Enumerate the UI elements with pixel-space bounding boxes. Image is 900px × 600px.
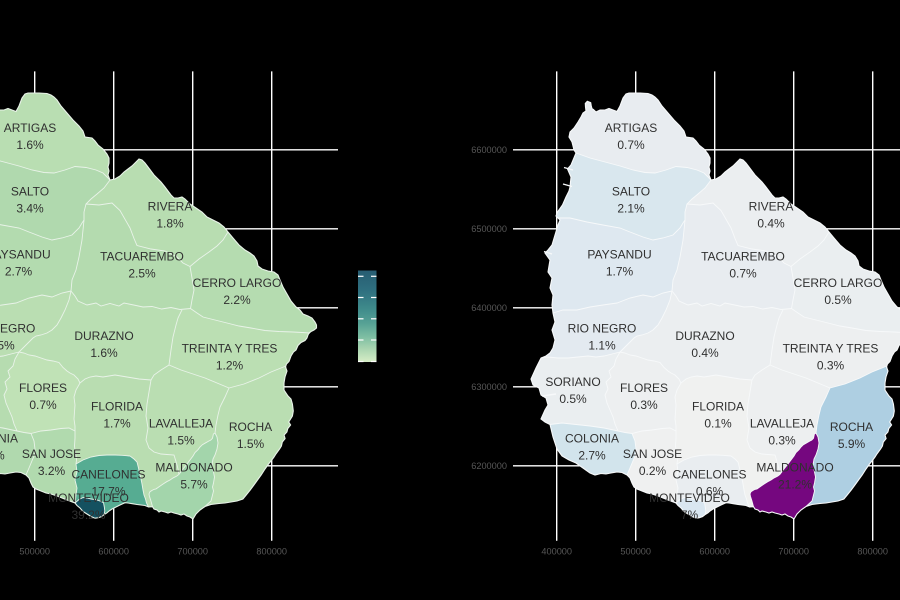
- svg-text:1.5%: 1.5%: [237, 437, 265, 451]
- svg-text:0.4%: 0.4%: [757, 217, 785, 231]
- svg-text:ROCHA: ROCHA: [229, 420, 272, 434]
- svg-text:COLONIA: COLONIA: [0, 432, 18, 446]
- svg-text:SAN JOSE: SAN JOSE: [623, 447, 682, 461]
- svg-text:0.1%: 0.1%: [704, 417, 732, 431]
- svg-text:RIO NEGRO: RIO NEGRO: [0, 322, 35, 336]
- svg-text:PAYSANDU: PAYSANDU: [587, 248, 651, 262]
- svg-text:6600000: 6600000: [471, 145, 507, 155]
- svg-text:3.4%: 3.4%: [16, 202, 44, 216]
- svg-text:500000: 500000: [620, 547, 651, 557]
- svg-text:0.3%: 0.3%: [817, 359, 845, 373]
- svg-text:CANELONES: CANELONES: [71, 468, 145, 482]
- svg-text:6400000: 6400000: [471, 303, 507, 313]
- svg-text:ARTIGAS: ARTIGAS: [4, 121, 56, 135]
- svg-text:7%: 7%: [681, 508, 699, 522]
- svg-text:0.6%: 0.6%: [696, 485, 724, 499]
- svg-text:DURAZNO: DURAZNO: [74, 329, 133, 343]
- svg-text:1.6%: 1.6%: [90, 346, 118, 360]
- svg-text:5.7%: 5.7%: [180, 478, 208, 492]
- svg-text:FLORES: FLORES: [620, 381, 668, 395]
- svg-text:SORIANO: SORIANO: [545, 375, 600, 389]
- svg-text:700000: 700000: [177, 547, 208, 557]
- svg-text:1.6%: 1.6%: [16, 138, 44, 152]
- svg-text:1.7%: 1.7%: [103, 417, 131, 431]
- svg-text:2.1%: 2.1%: [617, 202, 645, 216]
- svg-text:ROCHA: ROCHA: [830, 420, 873, 434]
- svg-text:3.3%: 3.3%: [0, 449, 5, 463]
- svg-text:COLONIA: COLONIA: [565, 432, 619, 446]
- svg-text:500000: 500000: [19, 547, 50, 557]
- svg-text:0.2%: 0.2%: [639, 464, 667, 478]
- svg-text:TREINTA Y TRES: TREINTA Y TRES: [182, 342, 278, 356]
- svg-text:TACUAREMBO: TACUAREMBO: [100, 250, 184, 264]
- svg-text:39.2%: 39.2%: [71, 508, 105, 522]
- svg-text:1.1%: 1.1%: [588, 339, 616, 353]
- svg-text:TREINTA Y TRES: TREINTA Y TRES: [783, 342, 879, 356]
- svg-text:3.2%: 3.2%: [38, 464, 66, 478]
- svg-text:FLORIDA: FLORIDA: [91, 400, 143, 414]
- svg-text:17.7%: 17.7%: [91, 485, 125, 499]
- svg-text:2.2%: 2.2%: [223, 293, 251, 307]
- svg-text:MALDONADO: MALDONADO: [756, 461, 833, 475]
- svg-text:0.7%: 0.7%: [617, 138, 645, 152]
- svg-text:2.5%: 2.5%: [128, 267, 156, 281]
- svg-text:FLORES: FLORES: [19, 381, 67, 395]
- svg-text:700000: 700000: [778, 547, 809, 557]
- svg-text:MALDONADO: MALDONADO: [155, 461, 232, 475]
- svg-text:1.8%: 1.8%: [156, 217, 184, 231]
- svg-text:6200000: 6200000: [471, 461, 507, 471]
- svg-text:0.7%: 0.7%: [729, 267, 757, 281]
- svg-text:0.3%: 0.3%: [768, 434, 796, 448]
- svg-text:600000: 600000: [699, 547, 730, 557]
- svg-text:RIVERA: RIVERA: [148, 200, 193, 214]
- svg-text:CERRO LARGO: CERRO LARGO: [193, 276, 282, 290]
- svg-text:MONTEVIDEO: MONTEVIDEO: [48, 491, 129, 505]
- svg-text:600000: 600000: [98, 547, 129, 557]
- svg-text:SAN JOSE: SAN JOSE: [22, 447, 81, 461]
- svg-text:RIO NEGRO: RIO NEGRO: [568, 322, 637, 336]
- svg-text:1.5%: 1.5%: [167, 434, 195, 448]
- svg-text:1.7%: 1.7%: [606, 265, 634, 279]
- svg-text:SALTO: SALTO: [11, 185, 49, 199]
- svg-text:LAVALLEJA: LAVALLEJA: [750, 417, 814, 431]
- svg-text:FLORIDA: FLORIDA: [692, 400, 744, 414]
- svg-text:ARTIGAS: ARTIGAS: [605, 121, 657, 135]
- svg-text:2.7%: 2.7%: [5, 265, 33, 279]
- svg-text:5.9%: 5.9%: [838, 437, 866, 451]
- svg-text:CANELONES: CANELONES: [672, 468, 746, 482]
- svg-text:800000: 800000: [256, 547, 287, 557]
- svg-text:LAVALLEJA: LAVALLEJA: [149, 417, 213, 431]
- svg-text:RIVERA: RIVERA: [749, 200, 794, 214]
- svg-text:CERRO LARGO: CERRO LARGO: [794, 276, 883, 290]
- svg-text:6500000: 6500000: [471, 224, 507, 234]
- svg-text:PAYSANDU: PAYSANDU: [0, 248, 51, 262]
- svg-text:0.5%: 0.5%: [824, 293, 852, 307]
- svg-text:0.3%: 0.3%: [630, 398, 658, 412]
- svg-text:TACUAREMBO: TACUAREMBO: [701, 250, 785, 264]
- svg-text:400000: 400000: [541, 547, 572, 557]
- svg-text:0.4%: 0.4%: [691, 346, 719, 360]
- svg-text:1.5%: 1.5%: [0, 339, 15, 353]
- svg-text:SALTO: SALTO: [612, 185, 650, 199]
- svg-text:800000: 800000: [857, 547, 888, 557]
- svg-text:MONTEVIDEO: MONTEVIDEO: [649, 491, 730, 505]
- svg-text:6300000: 6300000: [471, 382, 507, 392]
- svg-text:21.2%: 21.2%: [778, 478, 812, 492]
- svg-text:DURAZNO: DURAZNO: [675, 329, 734, 343]
- svg-text:0.5%: 0.5%: [559, 392, 587, 406]
- svg-text:0.7%: 0.7%: [29, 398, 57, 412]
- svg-text:1.2%: 1.2%: [216, 359, 244, 373]
- svg-text:2.7%: 2.7%: [578, 449, 606, 463]
